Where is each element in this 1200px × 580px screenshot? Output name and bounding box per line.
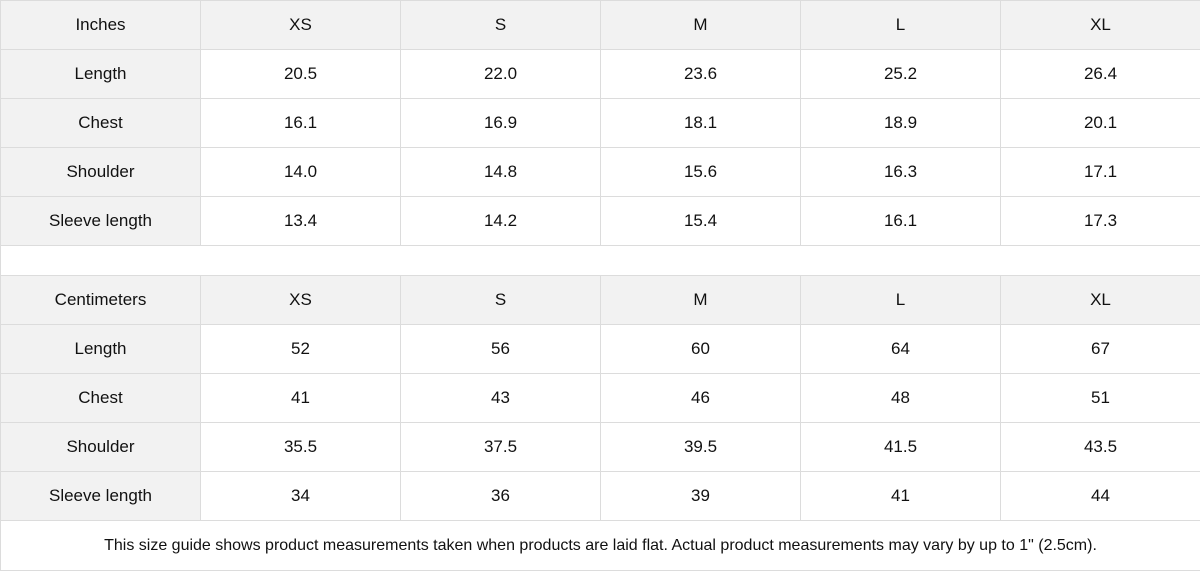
measurement-cell: 16.1	[800, 196, 1001, 246]
row-label: Length	[0, 49, 201, 99]
measurement-cell: 14.0	[200, 147, 401, 197]
measurement-cell: 35.5	[200, 422, 401, 472]
measurement-cell: 20.5	[200, 49, 401, 99]
measurement-cell: 16.9	[400, 98, 601, 148]
measurement-cell: 13.4	[200, 196, 401, 246]
table-row: Length 52 56 60 64 67	[0, 324, 1200, 374]
table-row: Sleeve length 34 36 39 41 44	[0, 471, 1200, 521]
table-row: Chest 16.1 16.9 18.1 18.9 20.1	[0, 98, 1200, 148]
measurement-cell: 48	[800, 373, 1001, 423]
measurement-cell: 39.5	[600, 422, 801, 472]
table-row: Shoulder 35.5 37.5 39.5 41.5 43.5	[0, 422, 1200, 472]
measurement-cell: 20.1	[1000, 98, 1200, 148]
row-label: Sleeve length	[0, 196, 201, 246]
size-header: XS	[200, 275, 401, 325]
measurement-cell: 46	[600, 373, 801, 423]
row-label: Length	[0, 324, 201, 374]
measurement-cell: 60	[600, 324, 801, 374]
measurement-cell: 22.0	[400, 49, 601, 99]
size-header: XL	[1000, 275, 1200, 325]
measurement-cell: 51	[1000, 373, 1200, 423]
measurement-cell: 37.5	[400, 422, 601, 472]
measurement-cell: 41.5	[800, 422, 1001, 472]
size-header: M	[600, 275, 801, 325]
measurement-cell: 18.1	[600, 98, 801, 148]
size-header: L	[800, 275, 1001, 325]
measurement-cell: 14.8	[400, 147, 601, 197]
unit-header: Inches	[0, 0, 201, 50]
spacer-cell	[0, 245, 1200, 276]
measurement-cell: 39	[600, 471, 801, 521]
row-label: Shoulder	[0, 147, 201, 197]
measurement-cell: 15.4	[600, 196, 801, 246]
measurement-cell: 67	[1000, 324, 1200, 374]
table-row: Shoulder 14.0 14.8 15.6 16.3 17.1	[0, 147, 1200, 197]
size-header: XL	[1000, 0, 1200, 50]
header-row: Inches XS S M L XL	[0, 0, 1200, 50]
measurement-cell: 43	[400, 373, 601, 423]
size-header: XS	[200, 0, 401, 50]
row-label: Sleeve length	[0, 471, 201, 521]
size-header: L	[800, 0, 1001, 50]
table-row: Length 20.5 22.0 23.6 25.2 26.4	[0, 49, 1200, 99]
measurement-cell: 17.1	[1000, 147, 1200, 197]
measurement-cell: 56	[400, 324, 601, 374]
measurement-cell: 16.1	[200, 98, 401, 148]
measurement-cell: 16.3	[800, 147, 1001, 197]
footnote: This size guide shows product measuremen…	[0, 520, 1200, 571]
measurement-cell: 52	[200, 324, 401, 374]
measurement-cell: 14.2	[400, 196, 601, 246]
measurement-cell: 34	[200, 471, 401, 521]
table-row: Chest 41 43 46 48 51	[0, 373, 1200, 423]
measurement-cell: 23.6	[600, 49, 801, 99]
footnote-row: This size guide shows product measuremen…	[0, 520, 1200, 571]
header-row: Centimeters XS S M L XL	[0, 275, 1200, 325]
measurement-cell: 41	[800, 471, 1001, 521]
size-header: S	[400, 0, 601, 50]
measurement-cell: 18.9	[800, 98, 1001, 148]
measurement-cell: 44	[1000, 471, 1200, 521]
size-header: S	[400, 275, 601, 325]
table-spacer	[0, 245, 1200, 276]
measurement-cell: 17.3	[1000, 196, 1200, 246]
measurement-cell: 41	[200, 373, 401, 423]
unit-header: Centimeters	[0, 275, 201, 325]
row-label: Chest	[0, 98, 201, 148]
measurement-cell: 15.6	[600, 147, 801, 197]
measurement-cell: 26.4	[1000, 49, 1200, 99]
measurement-cell: 36	[400, 471, 601, 521]
row-label: Chest	[0, 373, 201, 423]
row-label: Shoulder	[0, 422, 201, 472]
measurement-cell: 25.2	[800, 49, 1001, 99]
measurement-cell: 43.5	[1000, 422, 1200, 472]
size-header: M	[600, 0, 801, 50]
table-row: Sleeve length 13.4 14.2 15.4 16.1 17.3	[0, 196, 1200, 246]
measurement-cell: 64	[800, 324, 1001, 374]
